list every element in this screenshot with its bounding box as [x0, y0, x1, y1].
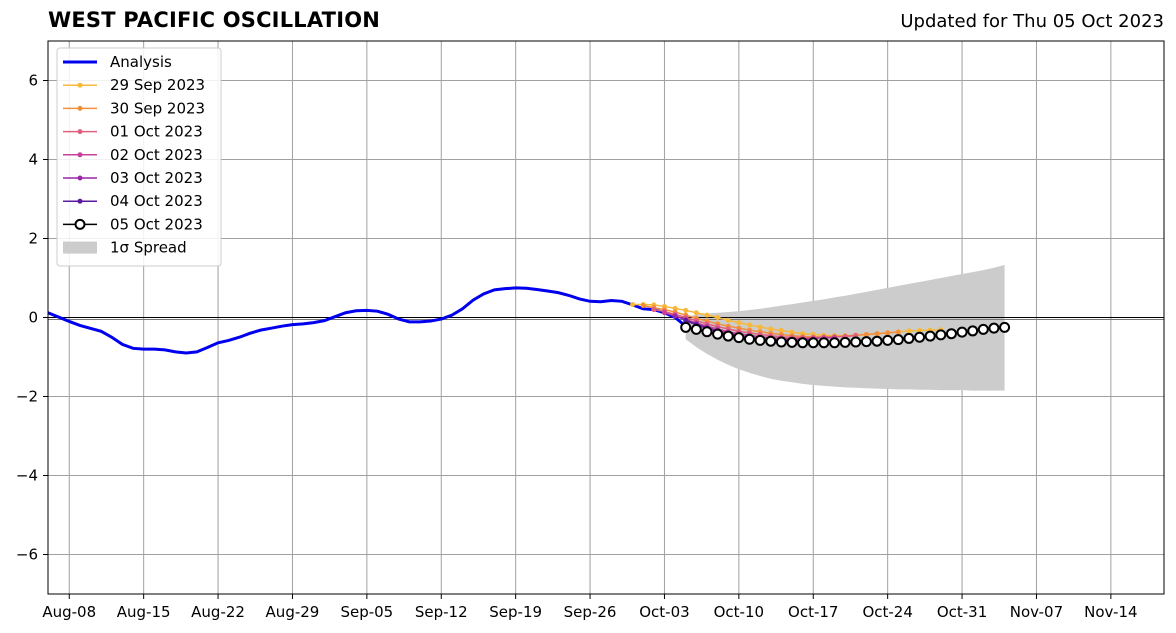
x-tick-label: Nov-07: [1010, 603, 1063, 621]
spread-band: [685, 264, 1005, 391]
latest-forecast-point: [882, 334, 894, 346]
y-tick-label: −2: [16, 388, 38, 406]
y-tick-label: 4: [28, 151, 38, 169]
latest-forecast-point: [743, 333, 755, 345]
forecast-point: [895, 329, 901, 335]
x-tick-label: Oct-03: [639, 603, 689, 621]
legend-label: 02 Oct 2023: [110, 146, 203, 164]
forecast-point: [683, 307, 689, 313]
x-tick-label: Oct-31: [937, 603, 987, 621]
latest-forecast-point: [999, 321, 1011, 333]
forecast-point: [715, 315, 721, 320]
forecast-point: [640, 303, 646, 309]
latest-forecast-point: [829, 337, 841, 349]
legend-label: 1σ Spread: [110, 239, 187, 257]
x-tick-label: Oct-17: [788, 603, 838, 621]
forecast-point: [885, 330, 891, 336]
forecast-point: [757, 324, 763, 330]
legend: Analysis 29 Sep 2023 30 Sep 2023 01 Oct 202…: [56, 47, 222, 267]
forecast-point: [630, 301, 636, 307]
latest-forecast-point: [860, 336, 872, 348]
forecast-point: [736, 320, 742, 326]
latest-forecast-point: [924, 330, 936, 342]
forecast-point: [693, 310, 699, 316]
y-tick-label: −4: [16, 467, 38, 485]
forecast-point: [906, 328, 912, 334]
legend-marker: [74, 218, 86, 230]
forecast-point: [874, 331, 880, 337]
chart-title: WEST PACIFIC OSCILLATION: [48, 8, 381, 32]
forecast-point: [672, 313, 678, 319]
legend-marker: [77, 129, 83, 135]
latest-forecast-point: [754, 334, 766, 346]
latest-forecast-point: [797, 337, 809, 349]
legend-marker: [77, 105, 83, 111]
y-tick-label: −6: [16, 546, 38, 564]
x-tick-label: Aug-15: [117, 603, 171, 621]
legend-label: 30 Sep 2023: [110, 99, 205, 117]
latest-forecast-point: [722, 330, 734, 342]
forecast-point: [768, 326, 774, 332]
legend-label: 03 Oct 2023: [110, 169, 203, 187]
latest-forecast-point: [945, 328, 957, 340]
latest-forecast-point: [701, 326, 713, 338]
y-tick-label: 2: [28, 230, 38, 248]
updated-date: Updated for Thu 05 Oct 2023: [900, 11, 1164, 32]
forecast-point: [746, 322, 752, 328]
x-tick-label: Sep-05: [340, 603, 393, 621]
legend-marker: [77, 175, 83, 181]
legend-box: [56, 47, 222, 267]
forecast-point: [725, 317, 731, 323]
latest-forecast-point: [871, 335, 883, 347]
legend-marker: [77, 198, 83, 204]
forecast-point: [778, 328, 784, 334]
legend-label: 04 Oct 2023: [110, 192, 203, 210]
latest-forecast-point: [892, 334, 904, 346]
plot-area: [48, 264, 1164, 391]
latest-forecast-point: [807, 337, 819, 349]
latest-forecast-point: [988, 322, 1000, 334]
legend-label: 05 Oct 2023: [110, 215, 203, 233]
latest-forecast-point: [680, 321, 692, 333]
forecast-point: [651, 307, 657, 313]
latest-forecast-point: [818, 337, 830, 349]
analysis-line: [48, 286, 687, 355]
y-tick-label: 0: [28, 309, 38, 327]
x-tick-label: Sep-12: [415, 603, 468, 621]
latest-forecast-point: [967, 325, 979, 337]
x-tick-label: Sep-26: [564, 603, 617, 621]
latest-forecast-point: [956, 326, 968, 338]
legend-label: Analysis: [110, 53, 172, 71]
latest-forecast-point: [977, 323, 989, 335]
latest-forecast-point: [765, 335, 777, 347]
x-tick-label: Oct-24: [862, 603, 912, 621]
latest-forecast-point: [786, 336, 798, 348]
legend-marker: [77, 152, 83, 158]
legend-label: 01 Oct 2023: [110, 123, 203, 141]
legend-swatch: [63, 241, 97, 254]
forecast-point: [704, 312, 710, 318]
latest-forecast-point: [733, 332, 745, 344]
latest-forecast-point: [914, 331, 926, 343]
latest-forecast-point: [712, 328, 724, 340]
latest-forecast-point: [903, 332, 915, 344]
latest-forecast-point: [839, 336, 851, 348]
x-tick-label: Oct-10: [714, 603, 764, 621]
x-tick-label: Nov-14: [1084, 603, 1137, 621]
latest-forecast-point: [690, 323, 702, 335]
latest-forecast-point: [850, 336, 862, 348]
legend-marker: [77, 82, 83, 88]
x-tick-label: Sep-19: [489, 603, 542, 621]
y-tick-label: 6: [28, 72, 38, 90]
latest-forecast-point: [775, 336, 787, 348]
plot-frame: [47, 40, 1165, 595]
x-tick-label: Aug-22: [191, 603, 245, 621]
forecast-point: [661, 310, 667, 316]
forecast-point: [863, 331, 869, 337]
latest-forecast-point: [935, 329, 947, 341]
legend-label: 29 Sep 2023: [110, 76, 205, 94]
x-tick-label: Aug-08: [42, 603, 96, 621]
x-tick-label: Aug-29: [266, 603, 320, 621]
